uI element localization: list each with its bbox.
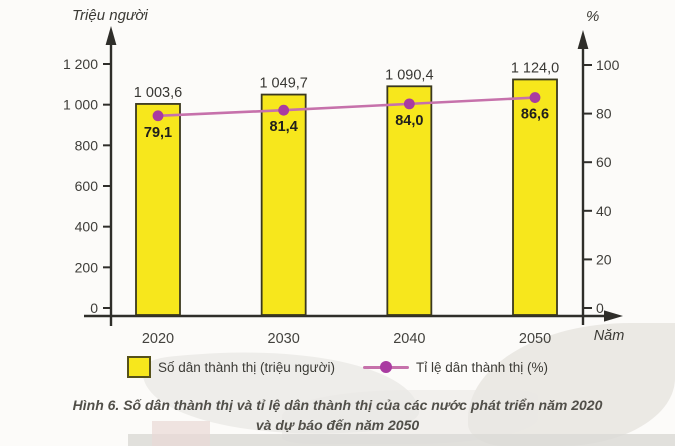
left-tick-label: 800 <box>75 137 99 153</box>
caption-line-1: Hình 6. Số dân thành thị và tỉ lệ dân th… <box>72 397 603 413</box>
bar-value-label: 1 049,7 <box>259 76 307 92</box>
rate-point-2050 <box>529 92 541 103</box>
bar-value-label: 1 124,0 <box>511 60 559 76</box>
rate-value-label: 81,4 <box>270 119 298 135</box>
x-tick-label: 2040 <box>393 331 425 347</box>
caption-line-2: và dự báo đến năm 2050 <box>255 417 420 433</box>
line-marker-dot <box>379 361 392 373</box>
left-tick-label: 600 <box>75 178 99 194</box>
rate-point-2020 <box>152 110 164 122</box>
right-tick-label: 100 <box>596 57 620 73</box>
legend: Số dân thành thị (triệu người) Tỉ lệ dân… <box>0 356 675 378</box>
left-axis-title: Triệu người <box>72 7 148 24</box>
rate-point-2030 <box>278 104 290 116</box>
x-axis-arrow-icon <box>604 310 623 322</box>
rate-value-label: 79,1 <box>144 125 172 141</box>
x-axis-title: Năm <box>593 328 625 344</box>
bar-2040 <box>386 85 433 316</box>
left-tick-label: 0 <box>90 300 98 316</box>
bar-2050 <box>512 78 558 316</box>
left-tick-label: 1 000 <box>63 97 98 113</box>
rate-point-2040 <box>403 98 415 110</box>
left-tick-label: 400 <box>75 219 99 235</box>
legend-bar-label: Số dân thành thị (triệu người) <box>157 359 335 375</box>
bar-2020 <box>135 103 181 316</box>
bar-swatch-icon <box>126 356 151 378</box>
figure-caption: Hình 6. Số dân thành thị và tỉ lệ dân th… <box>0 395 675 435</box>
right-tick-label: 20 <box>596 251 612 267</box>
right-tick-label: 40 <box>596 203 612 219</box>
bar-value-label: 1 003,6 <box>134 85 182 101</box>
rate-line <box>157 96 536 118</box>
legend-item-bars: Số dân thành thị (triệu người) <box>126 356 335 378</box>
watermark-shape <box>152 421 210 446</box>
line-marker-icon <box>362 361 409 373</box>
left-axis-arrow-icon <box>105 26 117 45</box>
watermark-shape <box>128 434 675 446</box>
x-tick-label: 2020 <box>142 331 174 347</box>
right-axis-title: % <box>586 8 600 25</box>
x-tick-label: 2050 <box>519 331 551 347</box>
rate-value-label: 86,6 <box>521 107 549 123</box>
bar-value-label: 1 090,4 <box>385 67 433 83</box>
x-tick-label: 2030 <box>268 331 300 347</box>
right-tick-label: 80 <box>596 106 612 122</box>
rate-value-label: 84,0 <box>395 113 423 129</box>
left-tick-label: 200 <box>75 259 99 275</box>
right-tick-label: 60 <box>596 154 612 170</box>
right-axis-arrow-icon <box>577 30 589 49</box>
legend-item-line: Tỉ lệ dân thành thị (%) <box>362 359 549 375</box>
right-tick-label: 0 <box>596 300 604 316</box>
legend-line-label: Tỉ lệ dân thành thị (%) <box>415 359 549 375</box>
bar-2030 <box>260 93 307 316</box>
left-tick-label: 1 200 <box>63 56 98 72</box>
